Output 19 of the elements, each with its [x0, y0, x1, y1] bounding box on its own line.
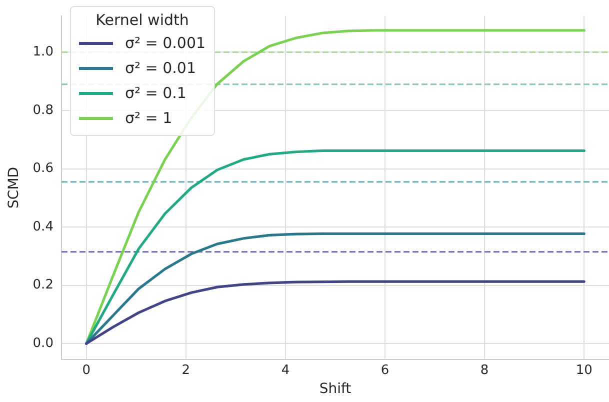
x-tick-label: 6 — [380, 362, 390, 378]
y-tick-label: 0.2 — [32, 278, 54, 293]
y-tick-label: 1.0 — [32, 44, 54, 60]
legend-label: σ² = 1 — [125, 108, 172, 129]
x-tick-label: 10 — [576, 362, 592, 378]
legend-label: σ² = 0.001 — [125, 33, 206, 54]
legend-label: σ² = 0.01 — [125, 58, 196, 79]
legend-title: Kernel width — [94, 11, 190, 29]
x-tick-label: 4 — [281, 362, 290, 378]
y-tick-label: 0.4 — [32, 219, 54, 234]
x-tick-label: 8 — [480, 362, 489, 378]
y-axis-title: SCMD — [6, 166, 22, 208]
x-tick-label: 0 — [82, 362, 90, 378]
y-tick-label: 0.0 — [32, 336, 54, 351]
y-tick-label: 0.6 — [32, 161, 54, 176]
legend-label: σ² = 0.1 — [125, 83, 186, 104]
x-tick-label: 2 — [182, 362, 190, 378]
x-axis-title: Shift — [319, 381, 352, 398]
y-tick-label: 0.8 — [32, 102, 54, 118]
